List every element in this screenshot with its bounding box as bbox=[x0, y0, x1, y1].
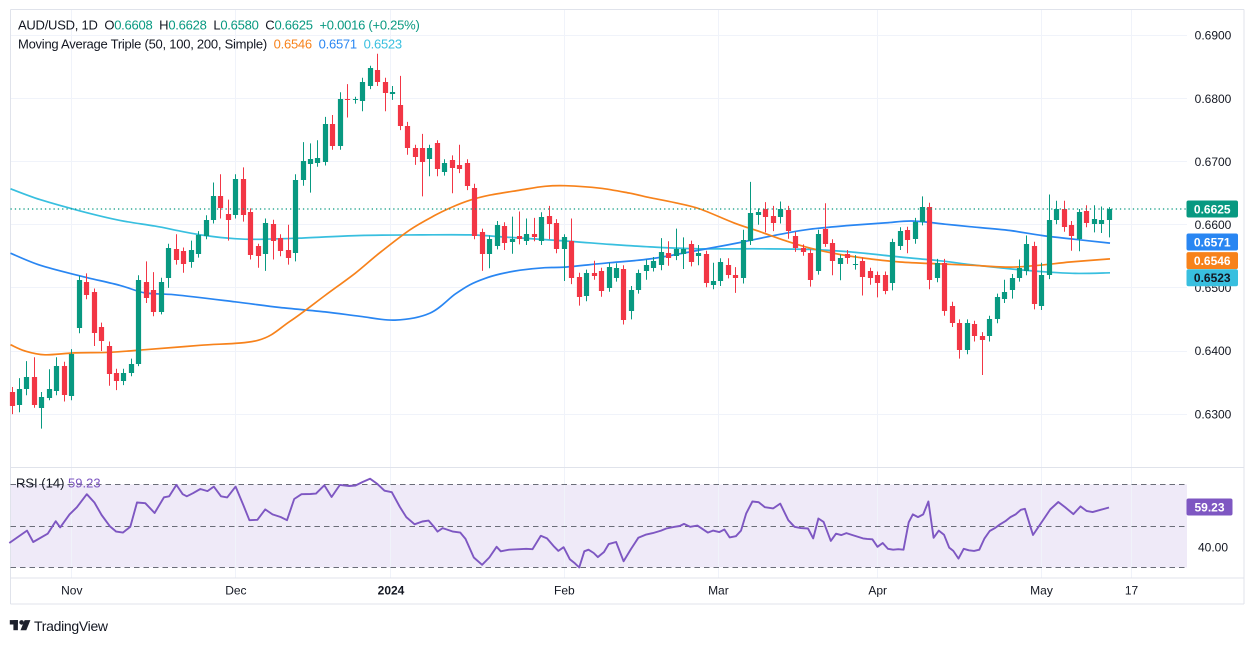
svg-text:Moving Average Triple (50, 100: Moving Average Triple (50, 100, 200, Sim… bbox=[18, 37, 402, 52]
svg-text:0.6546: 0.6546 bbox=[1194, 254, 1231, 268]
svg-text:TradingView: TradingView bbox=[34, 618, 109, 634]
svg-text:0.6800: 0.6800 bbox=[1195, 92, 1232, 106]
svg-text:AUD/USD, 1D O0.6608 H0.6628: AUD/USD, 1D O0.6608 H0.6628 L0.6580 C0.6… bbox=[18, 18, 420, 33]
svg-text:2024: 2024 bbox=[378, 584, 405, 598]
svg-text:May: May bbox=[1030, 584, 1053, 598]
svg-text:RSI (14) 59.23: RSI (14) 59.23 bbox=[16, 476, 101, 491]
svg-text:Feb: Feb bbox=[554, 584, 575, 598]
svg-text:59.23: 59.23 bbox=[1194, 500, 1224, 514]
svg-text:Nov: Nov bbox=[61, 584, 82, 598]
svg-text:0.6571: 0.6571 bbox=[1194, 235, 1231, 249]
svg-text:Mar: Mar bbox=[708, 584, 729, 598]
svg-text:17: 17 bbox=[1125, 584, 1139, 598]
svg-text:0.6300: 0.6300 bbox=[1195, 407, 1232, 421]
svg-text:0.6523: 0.6523 bbox=[1194, 271, 1231, 285]
svg-text:0.6600: 0.6600 bbox=[1195, 218, 1232, 232]
svg-text:40.00: 40.00 bbox=[1198, 541, 1228, 555]
svg-text:0.6625: 0.6625 bbox=[1194, 202, 1231, 216]
svg-text:Dec: Dec bbox=[225, 584, 246, 598]
svg-text:0.6700: 0.6700 bbox=[1195, 155, 1232, 169]
svg-text:Apr: Apr bbox=[868, 584, 887, 598]
svg-text:0.6400: 0.6400 bbox=[1195, 344, 1232, 358]
svg-text:0.6900: 0.6900 bbox=[1195, 29, 1232, 43]
